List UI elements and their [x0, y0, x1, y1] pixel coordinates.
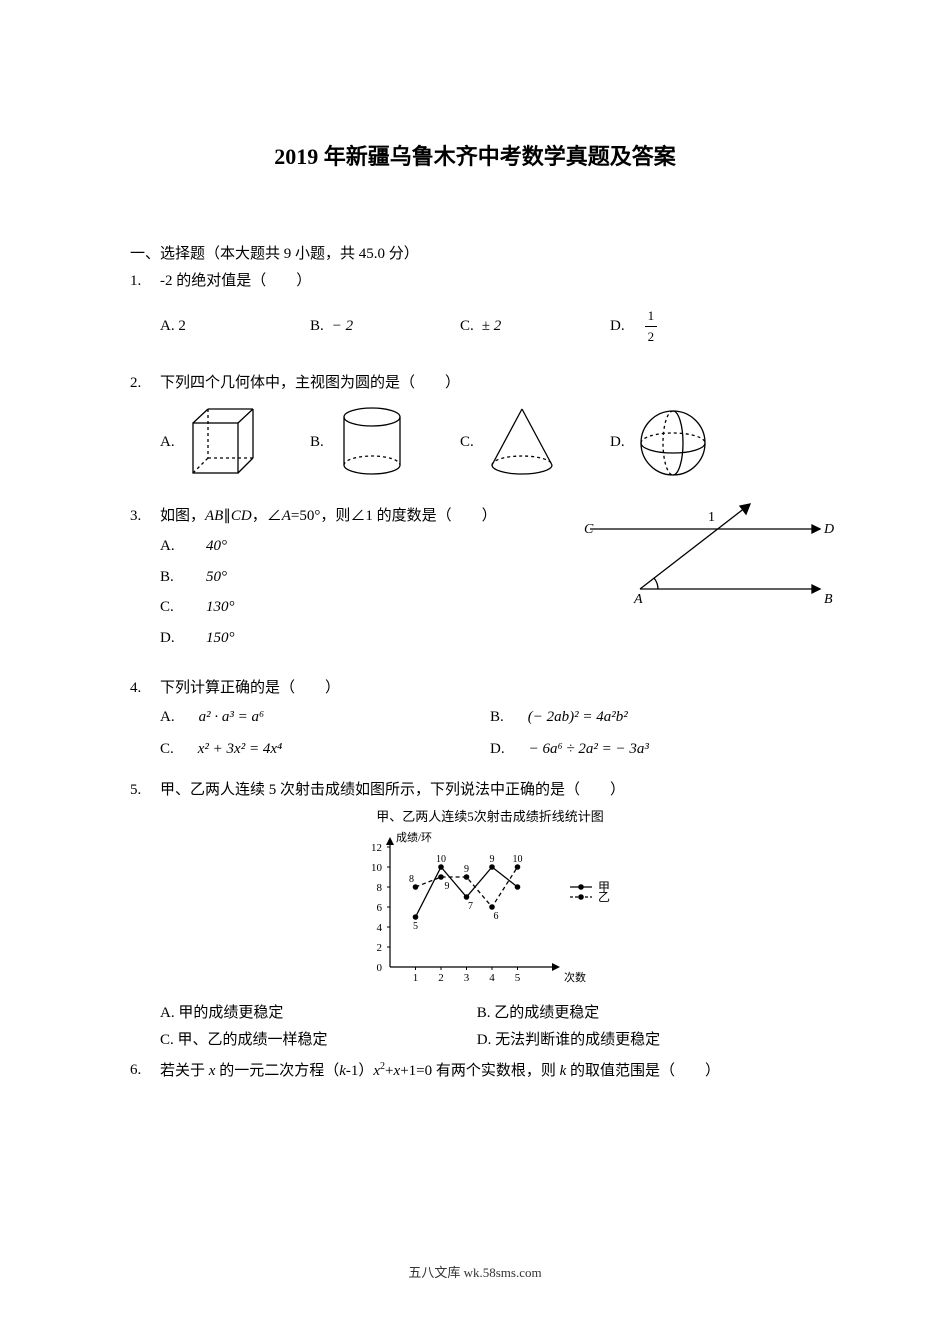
svg-text:7: 7 — [468, 901, 473, 912]
cone-icon — [482, 403, 562, 483]
parallel-lines-figure: C D A B 1 — [580, 499, 830, 617]
question-number: 3. — [130, 505, 160, 658]
svg-text:10: 10 — [436, 854, 446, 865]
question-5: 5. 甲、乙两人连续 5 次射击成绩如图所示，下列说法中正确的是（ ） 甲、乙两… — [130, 779, 820, 1054]
question-stem: -2 的绝对值是（ ） — [160, 270, 820, 293]
option-b: B. — [310, 403, 460, 483]
question-2: 2. 下列四个几何体中，主视图为圆的是（ ） A. — [130, 372, 820, 489]
option-d: D. 无法判断谁的成绩更稳定 — [477, 1029, 794, 1052]
option-b-value: 50° — [206, 566, 227, 589]
option-c: C. ± 2 — [460, 315, 610, 338]
question-number: 5. — [130, 779, 160, 1054]
cylinder-icon — [332, 403, 412, 483]
svg-text:次数: 次数 — [564, 970, 586, 984]
svg-text:4: 4 — [377, 922, 383, 934]
label-1: 1 — [708, 510, 715, 525]
question-1: 1. -2 的绝对值是（ ） A. 2 B. − 2 C. ± 2 D. 1 2 — [130, 270, 820, 353]
cube-icon — [183, 403, 263, 483]
option-b: B. 乙的成绩更稳定 — [477, 1002, 794, 1025]
option-c: C. — [460, 403, 610, 483]
question-number: 4. — [130, 677, 160, 761]
label-b: B — [824, 592, 833, 607]
svg-text:12: 12 — [371, 842, 382, 854]
svg-text:9: 9 — [445, 881, 450, 892]
question-stem: 若关于 x 的一元二次方程（k-1）x2+x+1=0 有两个实数根，则 k 的取… — [160, 1059, 820, 1083]
svg-text:乙: 乙 — [598, 890, 610, 904]
svg-text:2: 2 — [377, 942, 383, 954]
option-d: D. − 6a⁶ ÷ 2a² = − 3a³ — [490, 738, 820, 761]
option-d: D. — [610, 403, 760, 483]
chart-title: 甲、乙两人连续5次射击成绩折线统计图 — [160, 807, 820, 827]
line-chart: 02468101212345次数成绩/环58109979610甲乙 — [340, 827, 640, 987]
svg-text:6: 6 — [377, 902, 383, 914]
option-a: A. a² · a³ = a⁶ — [160, 706, 490, 729]
label-a: A — [633, 592, 643, 607]
option-c-value: 130° — [206, 596, 235, 619]
question-number: 1. — [130, 270, 160, 353]
option-c-value: ± 2 — [482, 315, 501, 338]
label-d: D — [823, 522, 834, 537]
fraction-icon: 1 2 — [645, 306, 658, 346]
option-b-value: (− 2ab)² = 4a²b² — [528, 706, 628, 729]
section-heading: 一、选择题（本大题共 9 小题，共 45.0 分） — [130, 243, 820, 266]
question-stem: 下列计算正确的是（ ） — [160, 677, 820, 700]
label-c: C — [584, 522, 594, 537]
question-3: 3. 如图，AB∥CD，∠A=50°，则∠1 的度数是（ ） A. 40° B.… — [130, 505, 820, 658]
svg-text:4: 4 — [489, 972, 495, 984]
option-d: D. 1 2 — [610, 306, 657, 346]
option-c: C. x² + 3x² = 4x⁴ — [160, 738, 490, 761]
question-4: 4. 下列计算正确的是（ ） A. a² · a³ = a⁶ B. (− 2ab… — [130, 677, 820, 761]
option-c-value: x² + 3x² = 4x⁴ — [198, 738, 282, 761]
page-footer: 五八文库 wk.58sms.com — [130, 1263, 820, 1283]
option-a: A. — [160, 403, 310, 483]
svg-text:10: 10 — [371, 862, 383, 874]
svg-text:8: 8 — [377, 882, 383, 894]
question-number: 2. — [130, 372, 160, 489]
svg-text:5: 5 — [413, 921, 418, 932]
svg-text:6: 6 — [494, 911, 499, 922]
question-number: 6. — [130, 1059, 160, 1083]
option-d-value: 150° — [206, 627, 235, 650]
svg-text:3: 3 — [464, 972, 470, 984]
svg-text:成绩/环: 成绩/环 — [396, 831, 432, 844]
option-d-value: − 6a⁶ ÷ 2a² = − 3a³ — [529, 738, 649, 761]
option-a-value: a² · a³ = a⁶ — [199, 706, 265, 729]
svg-text:2: 2 — [438, 972, 444, 984]
svg-text:0: 0 — [377, 962, 383, 974]
svg-text:9: 9 — [464, 864, 469, 875]
option-c: C. 甲、乙的成绩一样稳定 — [160, 1029, 477, 1052]
option-b: B. (− 2ab)² = 4a²b² — [490, 706, 820, 729]
svg-text:10: 10 — [513, 854, 523, 865]
question-stem: 甲、乙两人连续 5 次射击成绩如图所示，下列说法中正确的是（ ） — [160, 779, 820, 802]
question-6: 6. 若关于 x 的一元二次方程（k-1）x2+x+1=0 有两个实数根，则 k… — [130, 1059, 820, 1083]
option-a-value: 40° — [206, 535, 227, 558]
option-a: A. 2 — [160, 315, 310, 338]
svg-text:1: 1 — [413, 972, 419, 984]
option-b: B. − 2 — [310, 315, 460, 338]
sphere-icon — [633, 403, 713, 483]
svg-text:8: 8 — [409, 874, 414, 885]
question-stem: 下列四个几何体中，主视图为圆的是（ ） — [160, 372, 820, 395]
page-title: 2019 年新疆乌鲁木齐中考数学真题及答案 — [130, 140, 820, 173]
svg-text:9: 9 — [490, 854, 495, 865]
svg-text:5: 5 — [515, 972, 521, 984]
option-b-value: − 2 — [332, 315, 353, 338]
option-d: D. 150° — [160, 627, 820, 650]
option-a: A. 甲的成绩更稳定 — [160, 1002, 477, 1025]
